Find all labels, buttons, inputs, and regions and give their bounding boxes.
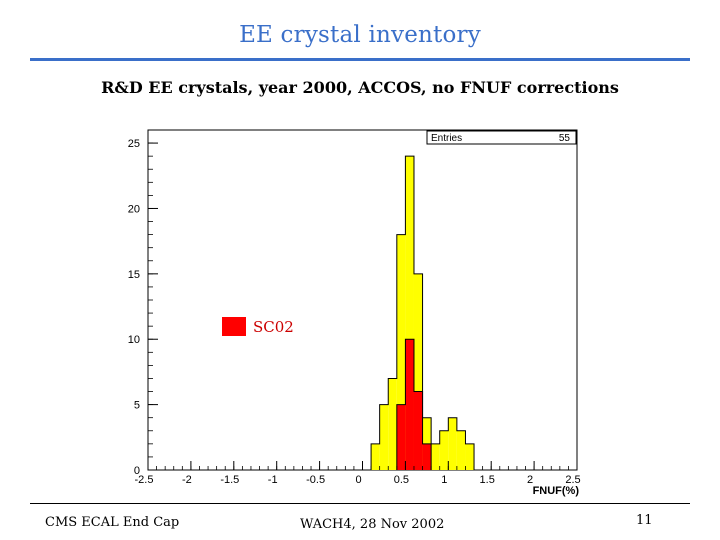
footer-center-text: WACH4, 28 Nov 2002 (300, 517, 445, 532)
all-bar-10 (456, 430, 466, 470)
all-bar-7 (431, 443, 440, 470)
x-tick-label-10: 2.5 (565, 474, 580, 486)
stats-entries-value: 55 (559, 133, 571, 144)
sc02-histogram-outline (396, 338, 432, 470)
y-tick-label-2: 10 (128, 334, 140, 346)
y-tick-label-0: 0 (134, 465, 140, 477)
x-tick-label-1: -2 (182, 474, 192, 486)
all-bar-5 (413, 273, 423, 470)
x-tick-label-4: -0.5 (306, 474, 325, 486)
chart-title: R&D EE crystals, year 2000, ACCOS, no FN… (101, 78, 619, 97)
x-tick-label-0: -2.5 (135, 474, 154, 486)
all-bar-1 (379, 404, 389, 470)
x-tick-label-5: 0 (355, 474, 361, 486)
x-tick-label-9: 2 (527, 474, 533, 486)
plot-frame (147, 129, 578, 471)
all-bar-2 (388, 378, 397, 470)
x-axis-label: FNUF(%) (533, 485, 580, 497)
sc02-bar-2 (413, 391, 423, 470)
all-bar-8 (439, 430, 449, 470)
stats-box (426, 130, 577, 145)
all-histogram-outline (370, 155, 475, 470)
sc02-bar-1 (405, 339, 414, 470)
all-bar-3 (396, 234, 406, 470)
x-tick-label-3: -1 (268, 474, 278, 486)
page-number: 11 (636, 513, 653, 528)
sc02-bar-0 (396, 404, 406, 470)
y-tick-label-4: 20 (128, 203, 140, 215)
all-bar-9 (448, 417, 457, 470)
all-bar-4 (405, 156, 414, 470)
legend-swatch-sc02 (222, 317, 246, 336)
title-divider (30, 58, 690, 61)
x-tick-label-7: 1 (441, 474, 447, 486)
all-bar-11 (465, 443, 475, 470)
stats-entries-label: Entries (431, 133, 462, 144)
footer-divider (30, 503, 690, 504)
y-tick-label-1: 5 (134, 400, 140, 412)
all-bar-0 (371, 443, 380, 470)
y-tick-label-5: 25 (128, 138, 140, 150)
x-tick-label-8: 1.5 (480, 474, 495, 486)
x-tick-label-2: -1.5 (220, 474, 239, 486)
legend-label-sc02: SC02 (253, 318, 294, 336)
x-tick-label-6: 0.5 (394, 474, 409, 486)
sc02-bar-3 (422, 443, 432, 470)
footer-left-text: CMS ECAL End Cap (45, 515, 180, 530)
slide-title: EE crystal inventory (239, 22, 481, 48)
y-tick-label-3: 15 (128, 269, 140, 281)
